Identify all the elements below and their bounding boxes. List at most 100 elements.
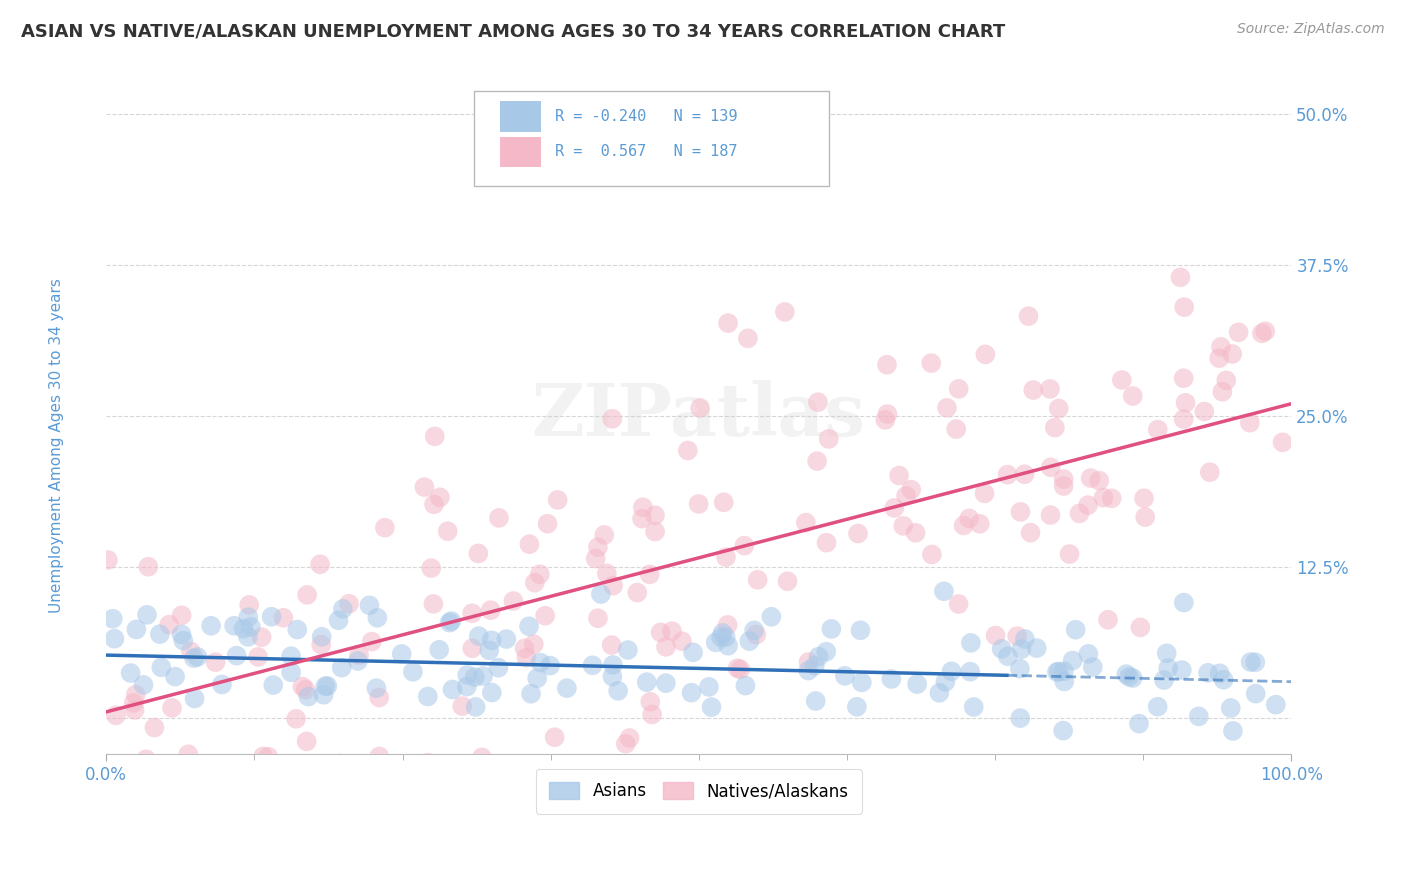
Point (1122, 671, 1144, 685)
Point (804, 658, 827, 673)
Point (329, 756, 352, 771)
Point (515, 650, 537, 665)
Point (120, 666, 142, 681)
Point (734, 679, 756, 693)
Bar (499, 136, 541, 167)
Point (932, 584, 955, 599)
Point (238, 598, 260, 612)
Point (700, 700, 723, 714)
Point (990, 641, 1012, 656)
Point (876, 358, 898, 372)
Point (1174, 396, 1197, 410)
Point (1010, 711, 1032, 725)
Text: ZIPatlas: ZIPatlas (531, 380, 866, 451)
Point (1211, 384, 1233, 399)
Point (1227, 326, 1250, 340)
Point (138, 559, 160, 574)
Point (876, 407, 898, 421)
Point (834, 669, 856, 683)
Point (257, 749, 280, 764)
Point (157, 617, 180, 632)
Point (250, 630, 273, 644)
Text: Source: ZipAtlas.com: Source: ZipAtlas.com (1237, 22, 1385, 37)
Point (1212, 673, 1234, 687)
Point (337, 597, 360, 611)
Point (711, 626, 734, 640)
Point (260, 609, 283, 624)
Point (1197, 665, 1219, 680)
Point (143, 721, 166, 735)
Point (905, 677, 928, 691)
Point (529, 567, 551, 582)
Point (294, 682, 316, 697)
Point (225, 648, 247, 663)
Point (232, 622, 254, 636)
Point (1088, 474, 1111, 488)
Point (529, 656, 551, 670)
Point (122, 696, 145, 710)
Point (186, 649, 208, 664)
Point (641, 707, 664, 722)
Point (644, 524, 666, 539)
Point (423, 497, 446, 511)
Point (820, 622, 842, 636)
Point (1053, 665, 1076, 679)
Point (773, 305, 796, 319)
Point (849, 624, 872, 638)
Point (1118, 670, 1140, 684)
Point (555, 681, 578, 695)
Point (290, 759, 312, 773)
Point (1133, 491, 1156, 506)
Point (439, 615, 461, 630)
Point (252, 749, 274, 764)
Point (602, 412, 624, 426)
Point (963, 700, 986, 714)
Point (107, 759, 129, 773)
Point (586, 611, 609, 625)
Point (456, 680, 478, 694)
Point (464, 699, 486, 714)
Point (742, 624, 765, 638)
Point (420, 561, 443, 575)
Point (149, 627, 172, 641)
Point (1043, 420, 1066, 434)
Point (960, 636, 983, 650)
Point (1039, 508, 1062, 522)
Point (451, 699, 474, 714)
Point (688, 497, 710, 511)
Point (1014, 467, 1036, 482)
Point (441, 682, 464, 697)
Point (1059, 547, 1081, 561)
Point (273, 611, 295, 625)
Point (136, 607, 159, 622)
Point (173, 759, 195, 773)
Point (280, 665, 302, 680)
Point (1019, 525, 1042, 540)
Point (596, 566, 619, 581)
Point (172, 633, 194, 648)
Point (311, 630, 333, 644)
Point (124, 703, 146, 717)
Point (984, 628, 1007, 642)
Point (738, 634, 761, 648)
Point (851, 675, 873, 690)
Point (797, 664, 820, 678)
Point (585, 551, 607, 566)
Point (1062, 654, 1084, 668)
Point (526, 671, 548, 685)
Point (309, 558, 332, 572)
Point (655, 640, 678, 654)
Point (1014, 632, 1036, 646)
Point (794, 516, 817, 530)
Point (495, 632, 517, 646)
Point (183, 691, 205, 706)
Point (727, 661, 749, 675)
Point (253, 759, 276, 773)
Point (471, 750, 494, 764)
Point (1188, 709, 1211, 723)
Point (347, 654, 370, 668)
Point (536, 516, 558, 531)
Point (148, 759, 170, 773)
Point (479, 603, 502, 617)
Point (488, 511, 510, 525)
